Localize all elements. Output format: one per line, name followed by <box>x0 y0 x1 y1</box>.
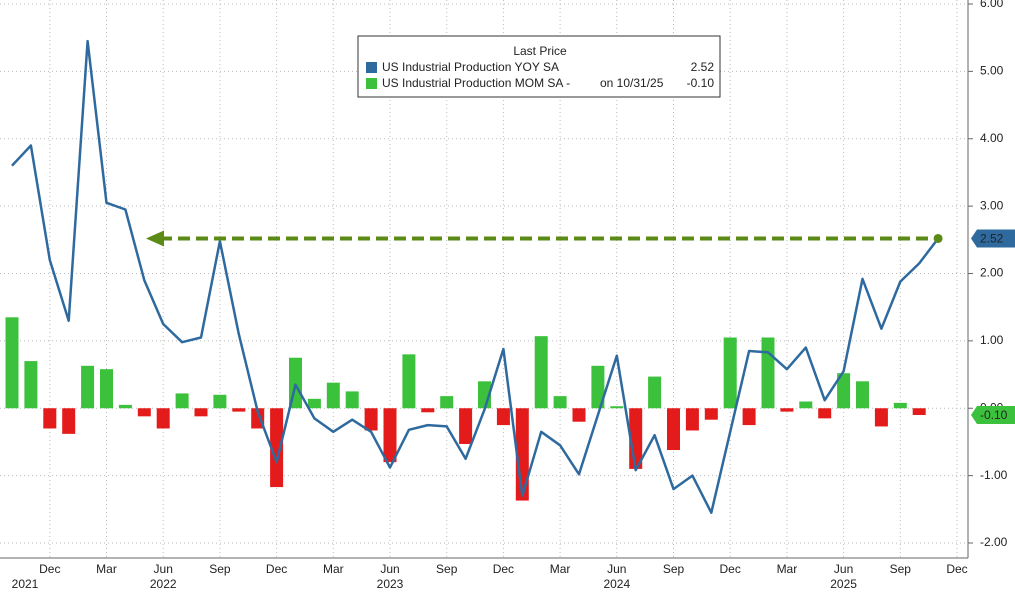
bar <box>232 408 246 412</box>
bar <box>100 369 113 409</box>
legend-label: US Industrial Production YOY SA <box>382 60 559 74</box>
x-tick-label: Dec <box>493 562 514 576</box>
bar <box>345 391 359 409</box>
bar <box>5 317 19 409</box>
x-tick-label: Dec <box>946 562 967 576</box>
x-tick-label: Dec <box>266 562 287 576</box>
bar <box>213 394 227 409</box>
bar <box>459 408 473 444</box>
legend-note: on 10/31/25 <box>600 76 664 90</box>
y-tick-label: -1.00 <box>980 468 1008 482</box>
last-value-label: -0.10 <box>980 408 1008 422</box>
x-tick-label: Sep <box>209 562 231 576</box>
bar <box>24 361 38 409</box>
bar <box>591 365 605 409</box>
bar <box>818 408 832 419</box>
x-tick-label: Mar <box>323 562 344 576</box>
bar <box>780 408 794 412</box>
bar <box>837 373 851 409</box>
legend: Last Price US Industrial Production YOY … <box>357 35 721 98</box>
bar <box>856 381 869 409</box>
bar <box>496 408 510 426</box>
year-label: 2024 <box>603 577 630 591</box>
bar <box>270 408 284 488</box>
reference-arrowhead <box>146 230 164 247</box>
bar <box>648 376 662 409</box>
y-tick-label: 1.00 <box>980 333 1004 347</box>
legend-box <box>357 35 721 98</box>
x-tick-label: Mar <box>777 562 798 576</box>
bar <box>723 337 737 409</box>
year-label: 2022 <box>150 577 177 591</box>
bar <box>402 354 416 409</box>
year-label: 2023 <box>377 577 404 591</box>
bar <box>610 406 624 409</box>
legend-swatch <box>366 78 377 89</box>
bar <box>81 365 95 409</box>
line <box>11 39 940 514</box>
bar <box>383 408 397 463</box>
x-tick-label: Mar <box>550 562 571 576</box>
bar <box>175 393 189 409</box>
bar <box>118 404 132 409</box>
legend-swatch <box>366 62 377 73</box>
last-value-badge <box>971 405 1015 424</box>
y-tick-label: 6.00 <box>980 0 1004 10</box>
y-tick-label: 3.00 <box>980 198 1004 212</box>
x-tick-label: Sep <box>436 562 458 576</box>
x-tick-label: Dec <box>720 562 741 576</box>
bar <box>307 398 321 409</box>
y-tick-label: 4.00 <box>980 131 1004 145</box>
bar <box>874 408 888 427</box>
bar <box>667 408 680 451</box>
x-tick-label: Jun <box>154 562 173 576</box>
bar <box>799 401 813 409</box>
x-tick-label: Jun <box>834 562 853 576</box>
bar <box>440 396 454 409</box>
year-label: 2025 <box>830 577 857 591</box>
bar <box>685 408 699 431</box>
x-tick-label: Sep <box>663 562 685 576</box>
x-tick-label: Jun <box>607 562 626 576</box>
bar <box>194 408 208 417</box>
bar <box>137 408 151 417</box>
bar <box>326 382 340 409</box>
legend-value: 2.52 <box>691 60 715 74</box>
y-tick-label: 2.00 <box>980 266 1004 280</box>
bar <box>553 396 567 409</box>
bar <box>534 336 548 409</box>
reference-end <box>933 233 943 243</box>
bar <box>912 408 926 415</box>
bar <box>572 408 586 422</box>
bar <box>62 408 76 434</box>
bar <box>704 408 718 420</box>
bar <box>761 337 775 409</box>
legend-value: -0.10 <box>687 76 715 90</box>
x-tick-label: Jun <box>380 562 399 576</box>
bar <box>156 408 170 429</box>
bar <box>43 408 57 429</box>
last-value-label: 2.52 <box>980 232 1004 246</box>
y-tick-label: 5.00 <box>980 64 1004 78</box>
x-tick-label: Sep <box>890 562 912 576</box>
y-tick-label: -2.00 <box>980 535 1008 549</box>
bar <box>893 402 907 409</box>
bar <box>742 408 756 426</box>
x-tick-label: Mar <box>96 562 117 576</box>
x-tick-label: Dec <box>39 562 60 576</box>
bar <box>421 408 435 413</box>
last-value-badge <box>971 229 1015 248</box>
legend-label: US Industrial Production MOM SA - <box>382 76 570 90</box>
bar <box>364 408 378 431</box>
year-label: 2021 <box>12 577 39 591</box>
legend-title: Last Price <box>513 44 567 58</box>
